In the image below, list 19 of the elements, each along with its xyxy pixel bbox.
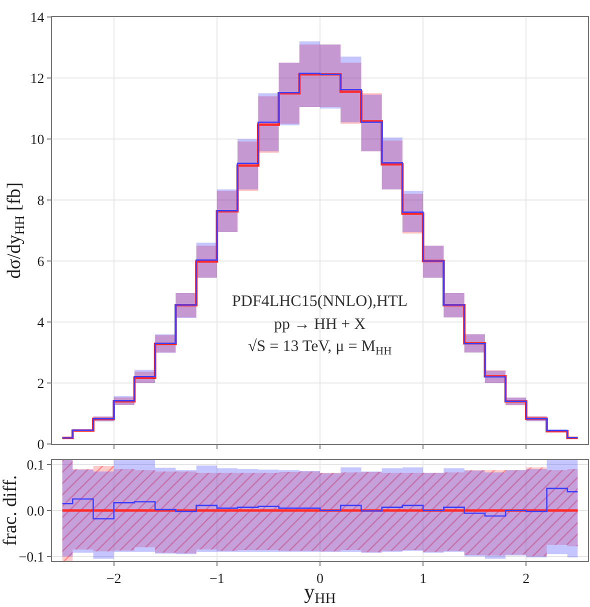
x-tick-label: 1 bbox=[420, 572, 427, 587]
annotation: pp → HH + X bbox=[274, 316, 366, 333]
y-tick-label: 14 bbox=[30, 10, 44, 26]
y-tick-label: 0.0 bbox=[26, 504, 44, 520]
y-tick-label: 0 bbox=[37, 438, 44, 453]
y-tick-label: 12 bbox=[30, 72, 44, 87]
annotation: √S = 13 TeV, μ = M$_{HH}$ bbox=[248, 338, 392, 358]
x-tick-label: 2 bbox=[522, 572, 530, 587]
annotation: PDF4LHC15(NNLO),HTL bbox=[232, 293, 408, 310]
y-tick-label: 2 bbox=[37, 376, 44, 392]
y-tick-label: 4 bbox=[37, 316, 44, 331]
y-tick-label: 0.1 bbox=[26, 458, 44, 474]
x-tick-label: −1 bbox=[209, 572, 224, 587]
y-tick-label: 6 bbox=[37, 254, 44, 270]
y-axis-title: frac. diff. bbox=[0, 475, 21, 546]
y-tick-label: −0.1 bbox=[18, 550, 44, 566]
y-tick-label: 10 bbox=[30, 132, 44, 148]
x-tick-label: −2 bbox=[106, 572, 122, 587]
y-tick-label: 8 bbox=[37, 194, 44, 209]
